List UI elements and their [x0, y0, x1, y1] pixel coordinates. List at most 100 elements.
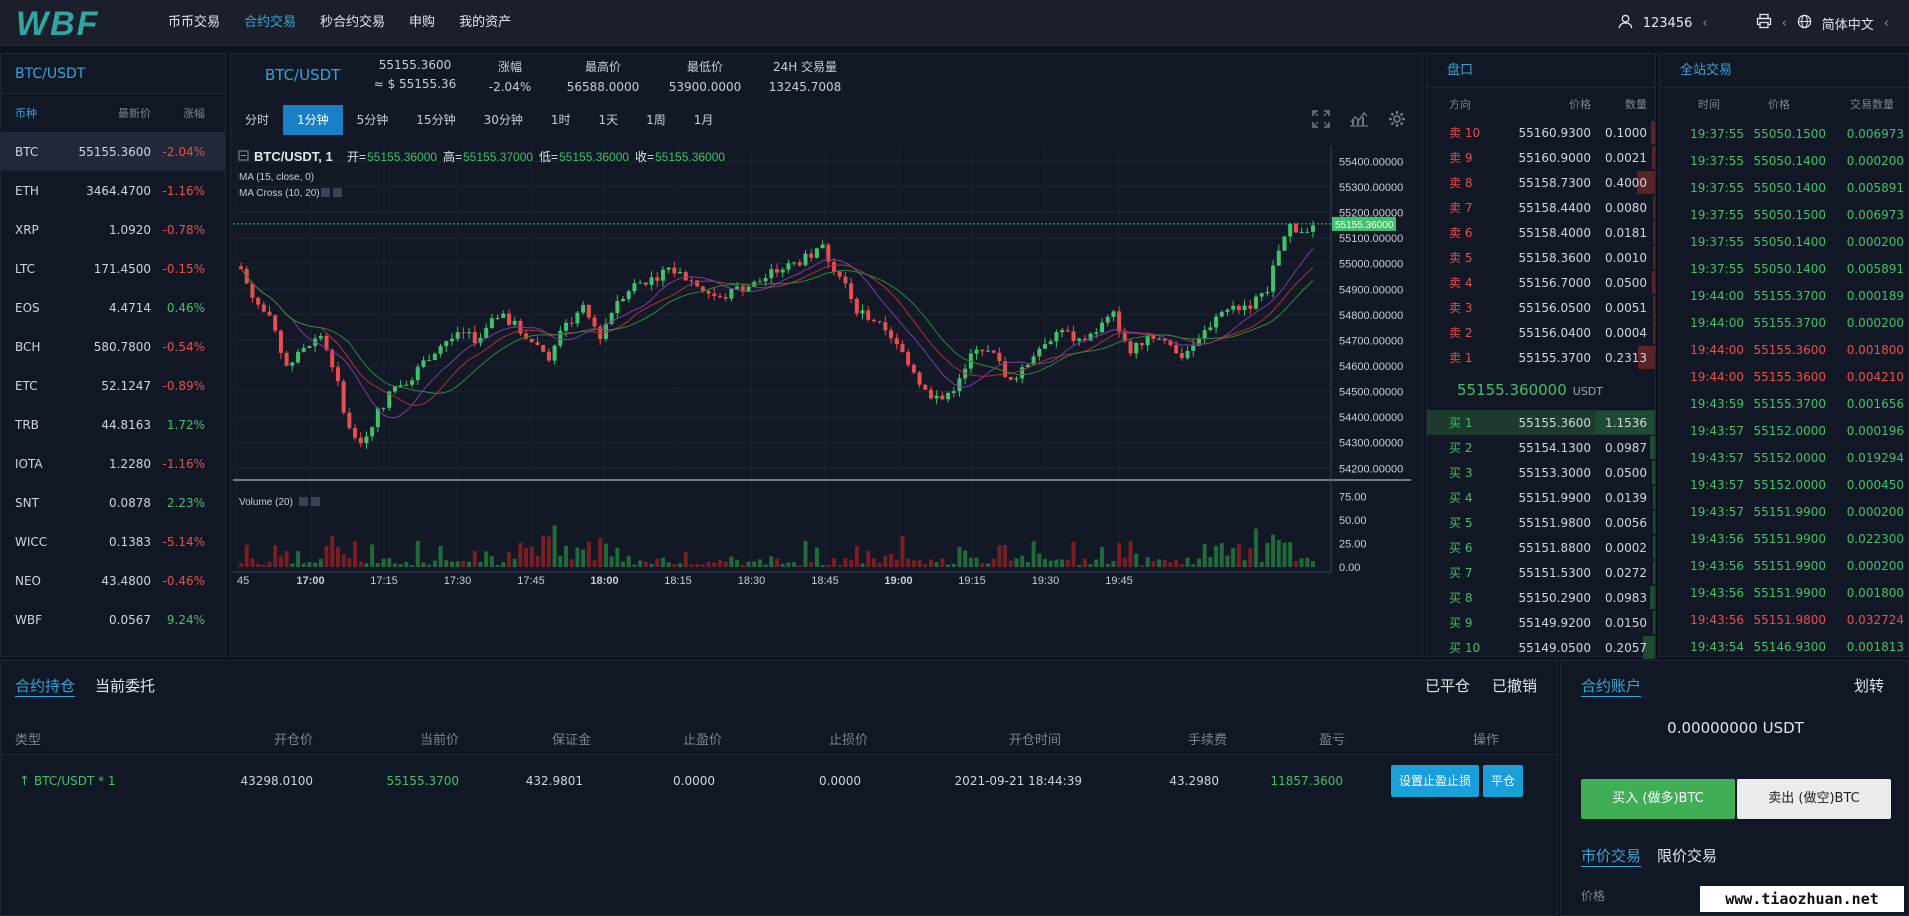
language-select[interactable]: 简体中文 — [1821, 17, 1874, 33]
book-qty: 0.0139 — [1605, 490, 1647, 505]
interval-tab[interactable]: 5分钟 — [356, 113, 389, 127]
indicator-icon[interactable] — [1348, 110, 1370, 132]
interval-tab[interactable]: 15分钟 — [416, 113, 456, 127]
transfer-link[interactable]: 划转 — [1853, 677, 1884, 695]
ask-row[interactable]: 卖 8 55158.7300 0.4000 — [1427, 170, 1655, 195]
bid-row[interactable]: 买 2 55154.1300 0.0987 — [1427, 435, 1655, 460]
nav-subscribe[interactable]: 申购 — [409, 15, 436, 30]
interval-tab[interactable]: 30分钟 — [483, 113, 523, 127]
market-row[interactable]: IOTA 1.2280 -1.16% — [1, 444, 225, 483]
buy-long-button[interactable]: 买入 (做多)BTC — [1581, 779, 1735, 819]
volume-settings-icon[interactable] — [299, 497, 308, 506]
market-row[interactable]: ETH 3464.4700 -1.16% — [1, 171, 225, 210]
chevron-left-icon[interactable]: ‹ — [1781, 15, 1787, 31]
header-latest-price[interactable]: 最新价 — [118, 107, 151, 120]
tab-limit-order[interactable]: 限价交易 — [1657, 847, 1718, 865]
bid-row[interactable]: 买 3 55153.3000 0.0500 — [1427, 460, 1655, 485]
closed-positions-link[interactable]: 已平仓 — [1424, 677, 1470, 695]
bid-row[interactable]: 买 7 55151.5300 0.0272 — [1427, 560, 1655, 585]
price-chart[interactable]: 55400.00000 55300.00000 55200.00000 55100.0… — [233, 146, 1419, 656]
interval-tab[interactable]: 1时 — [550, 113, 571, 127]
cancelled-orders-link[interactable]: 已撤销 — [1491, 677, 1537, 695]
trade-row: 19:44:00 55155.3700 0.000189 — [1660, 282, 1908, 309]
book-price: 55151.8800 — [1518, 540, 1591, 555]
ask-row[interactable]: 卖 9 55160.9000 0.0021 — [1427, 145, 1655, 170]
bid-row[interactable]: 买 8 55150.2900 0.0983 — [1427, 585, 1655, 610]
market-row[interactable]: TRB 44.8163 1.72% — [1, 405, 225, 444]
candle-body — [267, 311, 272, 316]
volume-bar — [1253, 528, 1258, 567]
study-settings-icon[interactable] — [321, 188, 330, 197]
volume-bar — [273, 545, 278, 567]
chevron-left-icon[interactable]: ‹ — [1702, 15, 1708, 31]
ask-row[interactable]: 卖 5 55158.3600 0.0010 — [1427, 245, 1655, 270]
market-row[interactable]: WBF 0.0567 9.24% — [1, 600, 225, 639]
nav-my-assets[interactable]: 我的资产 — [459, 15, 512, 30]
close-position-button[interactable]: 平仓 — [1483, 765, 1524, 797]
volume-bar — [461, 561, 466, 567]
print-icon[interactable] — [1756, 13, 1772, 33]
candle-body — [324, 335, 329, 350]
wbf-logo[interactable]: WBF — [14, 5, 134, 41]
tab-market-order[interactable]: 市价交易 — [1581, 847, 1642, 867]
set-tp-sl-button[interactable]: 设置止盈止损 — [1391, 765, 1480, 797]
volume-bar — [341, 554, 346, 567]
volume-bar — [495, 564, 500, 567]
interval-tab[interactable]: 分时 — [245, 113, 270, 127]
ask-row[interactable]: 卖 3 55156.0500 0.0051 — [1427, 295, 1655, 320]
market-row[interactable]: LTC 171.4500 -0.15% — [1, 249, 225, 288]
study-close-icon[interactable] — [333, 188, 342, 197]
chevron-left-icon[interactable]: ‹ — [1883, 15, 1889, 31]
bid-row[interactable]: 买 4 55151.9900 0.0139 — [1427, 485, 1655, 510]
ask-row[interactable]: 卖 1 55155.3700 0.2313 — [1427, 345, 1655, 370]
fullscreen-icon[interactable] — [1310, 110, 1332, 132]
market-row[interactable]: XRP 1.0920 -0.78% — [1, 210, 225, 249]
bid-row[interactable]: 买 1 55155.3600 1.1536 — [1427, 410, 1655, 435]
tab-contract-account[interactable]: 合约账户 — [1581, 677, 1642, 697]
market-row[interactable]: EOS 4.4714 0.46% — [1, 288, 225, 327]
plot-area — [233, 146, 1331, 582]
ask-row[interactable]: 卖 7 55158.4400 0.0080 — [1427, 195, 1655, 220]
ask-row[interactable]: 卖 4 55156.7000 0.0500 — [1427, 270, 1655, 295]
bid-row[interactable]: 买 9 55149.9200 0.0150 — [1427, 610, 1655, 635]
market-row[interactable]: SNT 0.0878 2.23% — [1, 483, 225, 522]
market-row[interactable]: WICC 0.1383 -5.14% — [1, 522, 225, 561]
tab-contract-positions[interactable]: 合约持仓 — [15, 677, 76, 697]
volume-bar — [575, 547, 580, 567]
market-symbol: ETH — [15, 183, 39, 198]
bid-list: 买 1 55155.3600 1.1536 买 2 55154.1300 0.0987 买 … — [1427, 410, 1655, 660]
bid-row[interactable]: 买 10 55149.0500 0.2057 — [1427, 635, 1655, 660]
market-row[interactable]: NEO 43.4800 -0.46% — [1, 561, 225, 600]
volume-bar — [1259, 561, 1264, 567]
bid-row[interactable]: 买 6 55151.8800 0.0002 — [1427, 535, 1655, 560]
bid-row[interactable]: 买 5 55151.9800 0.0056 — [1427, 510, 1655, 535]
interval-tab[interactable]: 1周 — [646, 113, 666, 127]
settings-gear-icon[interactable] — [1386, 110, 1408, 132]
username[interactable]: 123456 — [1642, 15, 1693, 31]
volume-close-icon[interactable] — [311, 497, 320, 506]
volume-bar — [786, 562, 791, 567]
market-change: 1.72% — [166, 417, 205, 432]
tab-current-orders[interactable]: 当前委托 — [95, 677, 156, 695]
header-coin[interactable]: 币种 — [15, 107, 37, 120]
volume-bar — [746, 561, 751, 567]
volume-bar — [1305, 557, 1310, 567]
market-row[interactable]: BTC 55155.3600 -2.04% — [1, 132, 225, 171]
interval-tab[interactable]: 1分钟 — [283, 105, 343, 135]
volume-bar — [1145, 557, 1150, 567]
ask-row[interactable]: 卖 2 55156.0400 0.0004 — [1427, 320, 1655, 345]
header-change[interactable]: 涨幅 — [183, 107, 205, 120]
ask-row[interactable]: 卖 6 55158.4000 0.0181 — [1427, 220, 1655, 245]
collapse-icon[interactable] — [238, 150, 249, 161]
interval-tab[interactable]: 1天 — [598, 113, 619, 127]
nav-contract-trading[interactable]: 合约交易 — [244, 15, 297, 30]
candle-body — [643, 282, 648, 285]
nav-second-contract[interactable]: 秒合约交易 — [320, 15, 386, 30]
interval-tab[interactable]: 1月 — [693, 113, 714, 127]
nav-spot-trading[interactable]: 币币交易 — [168, 15, 221, 30]
market-row[interactable]: BCH 580.7800 -0.54% — [1, 327, 225, 366]
user-area: 123456 ‹ ‹ 简体中文 ‹ — [1618, 0, 1889, 46]
market-row[interactable]: ETC 52.1247 -0.89% — [1, 366, 225, 405]
ask-row[interactable]: 卖 10 55160.9300 0.1000 — [1427, 120, 1655, 145]
sell-short-button[interactable]: 卖出 (做空)BTC — [1737, 779, 1891, 819]
